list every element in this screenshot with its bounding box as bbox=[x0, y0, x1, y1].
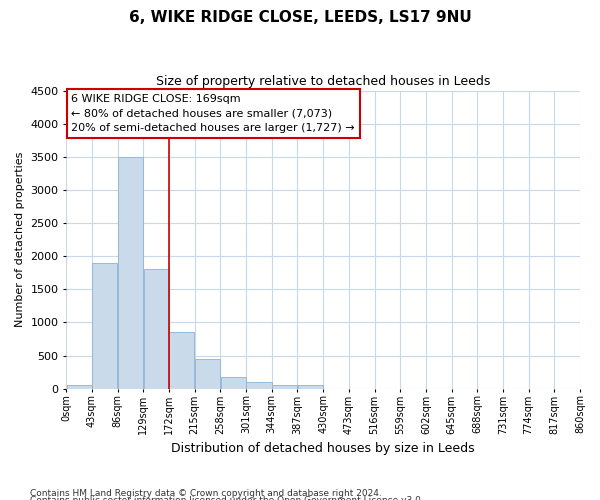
Bar bbox=[169, 332, 194, 388]
Bar bbox=[298, 386, 323, 388]
Bar bbox=[247, 382, 272, 388]
Bar bbox=[221, 377, 246, 388]
Text: 6, WIKE RIDGE CLOSE, LEEDS, LS17 9NU: 6, WIKE RIDGE CLOSE, LEEDS, LS17 9NU bbox=[128, 10, 472, 25]
Bar bbox=[67, 386, 92, 388]
Text: Contains HM Land Registry data © Crown copyright and database right 2024.: Contains HM Land Registry data © Crown c… bbox=[30, 488, 382, 498]
Title: Size of property relative to detached houses in Leeds: Size of property relative to detached ho… bbox=[156, 75, 490, 88]
Bar bbox=[92, 263, 118, 388]
Bar bbox=[195, 359, 220, 388]
Text: 6 WIKE RIDGE CLOSE: 169sqm
← 80% of detached houses are smaller (7,073)
20% of s: 6 WIKE RIDGE CLOSE: 169sqm ← 80% of deta… bbox=[71, 94, 355, 133]
X-axis label: Distribution of detached houses by size in Leeds: Distribution of detached houses by size … bbox=[172, 442, 475, 455]
Bar bbox=[143, 270, 169, 388]
Bar bbox=[272, 385, 297, 388]
Text: Contains public sector information licensed under the Open Government Licence v3: Contains public sector information licen… bbox=[30, 496, 424, 500]
Y-axis label: Number of detached properties: Number of detached properties bbox=[15, 152, 25, 328]
Bar bbox=[118, 157, 143, 388]
